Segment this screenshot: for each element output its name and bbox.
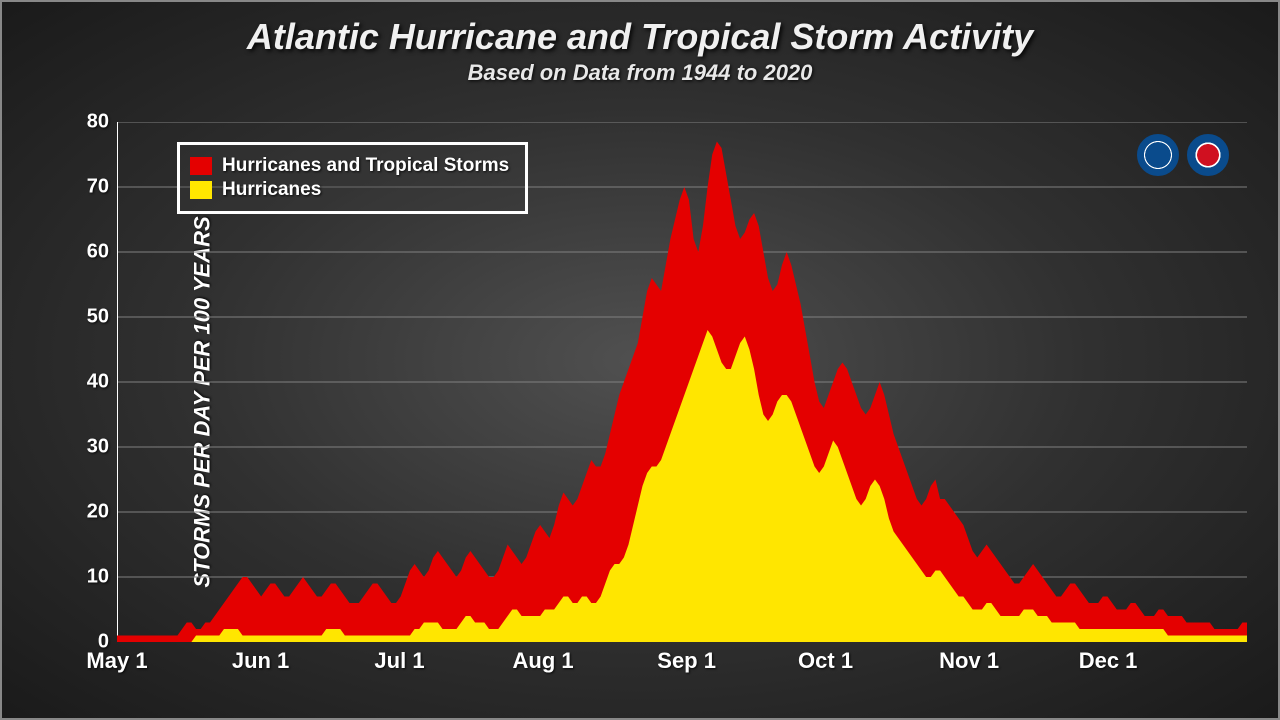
y-tick-label: 70 bbox=[87, 176, 109, 199]
x-tick-label: Dec 1 bbox=[1079, 648, 1138, 674]
y-tick-label: 20 bbox=[87, 501, 109, 524]
legend-swatch bbox=[190, 157, 212, 175]
chart-title: Atlantic Hurricane and Tropical Storm Ac… bbox=[2, 16, 1278, 58]
plot-area: Hurricanes and Tropical Storms Hurricane… bbox=[117, 122, 1247, 642]
x-tick-label: Jun 1 bbox=[232, 648, 289, 674]
legend-item: Hurricanes and Tropical Storms bbox=[190, 155, 509, 177]
y-tick-label: 80 bbox=[87, 111, 109, 134]
y-tick-label: 60 bbox=[87, 241, 109, 264]
noaa-logo-icon bbox=[1137, 134, 1179, 176]
nws-logo-icon bbox=[1187, 134, 1229, 176]
legend: Hurricanes and Tropical Storms Hurricane… bbox=[177, 142, 528, 214]
y-tick-label: 50 bbox=[87, 306, 109, 329]
y-tick-label: 30 bbox=[87, 436, 109, 459]
legend-label: Hurricanes bbox=[222, 179, 321, 201]
x-tick-label: Aug 1 bbox=[513, 648, 574, 674]
legend-item: Hurricanes bbox=[190, 179, 509, 201]
legend-swatch bbox=[190, 181, 212, 199]
x-tick-label: Nov 1 bbox=[939, 648, 999, 674]
x-tick-label: Oct 1 bbox=[798, 648, 853, 674]
legend-label: Hurricanes and Tropical Storms bbox=[222, 155, 509, 177]
chart-subtitle: Based on Data from 1944 to 2020 bbox=[2, 60, 1278, 86]
chart-container: STORMS PER DAY PER 100 YEARS Hurricanes … bbox=[47, 122, 1257, 682]
y-tick-label: 10 bbox=[87, 566, 109, 589]
x-tick-label: Sep 1 bbox=[657, 648, 716, 674]
logo-group bbox=[1137, 134, 1229, 176]
title-block: Atlantic Hurricane and Tropical Storm Ac… bbox=[2, 2, 1278, 86]
x-tick-label: May 1 bbox=[86, 648, 147, 674]
y-tick-label: 40 bbox=[87, 371, 109, 394]
x-tick-label: Jul 1 bbox=[374, 648, 424, 674]
